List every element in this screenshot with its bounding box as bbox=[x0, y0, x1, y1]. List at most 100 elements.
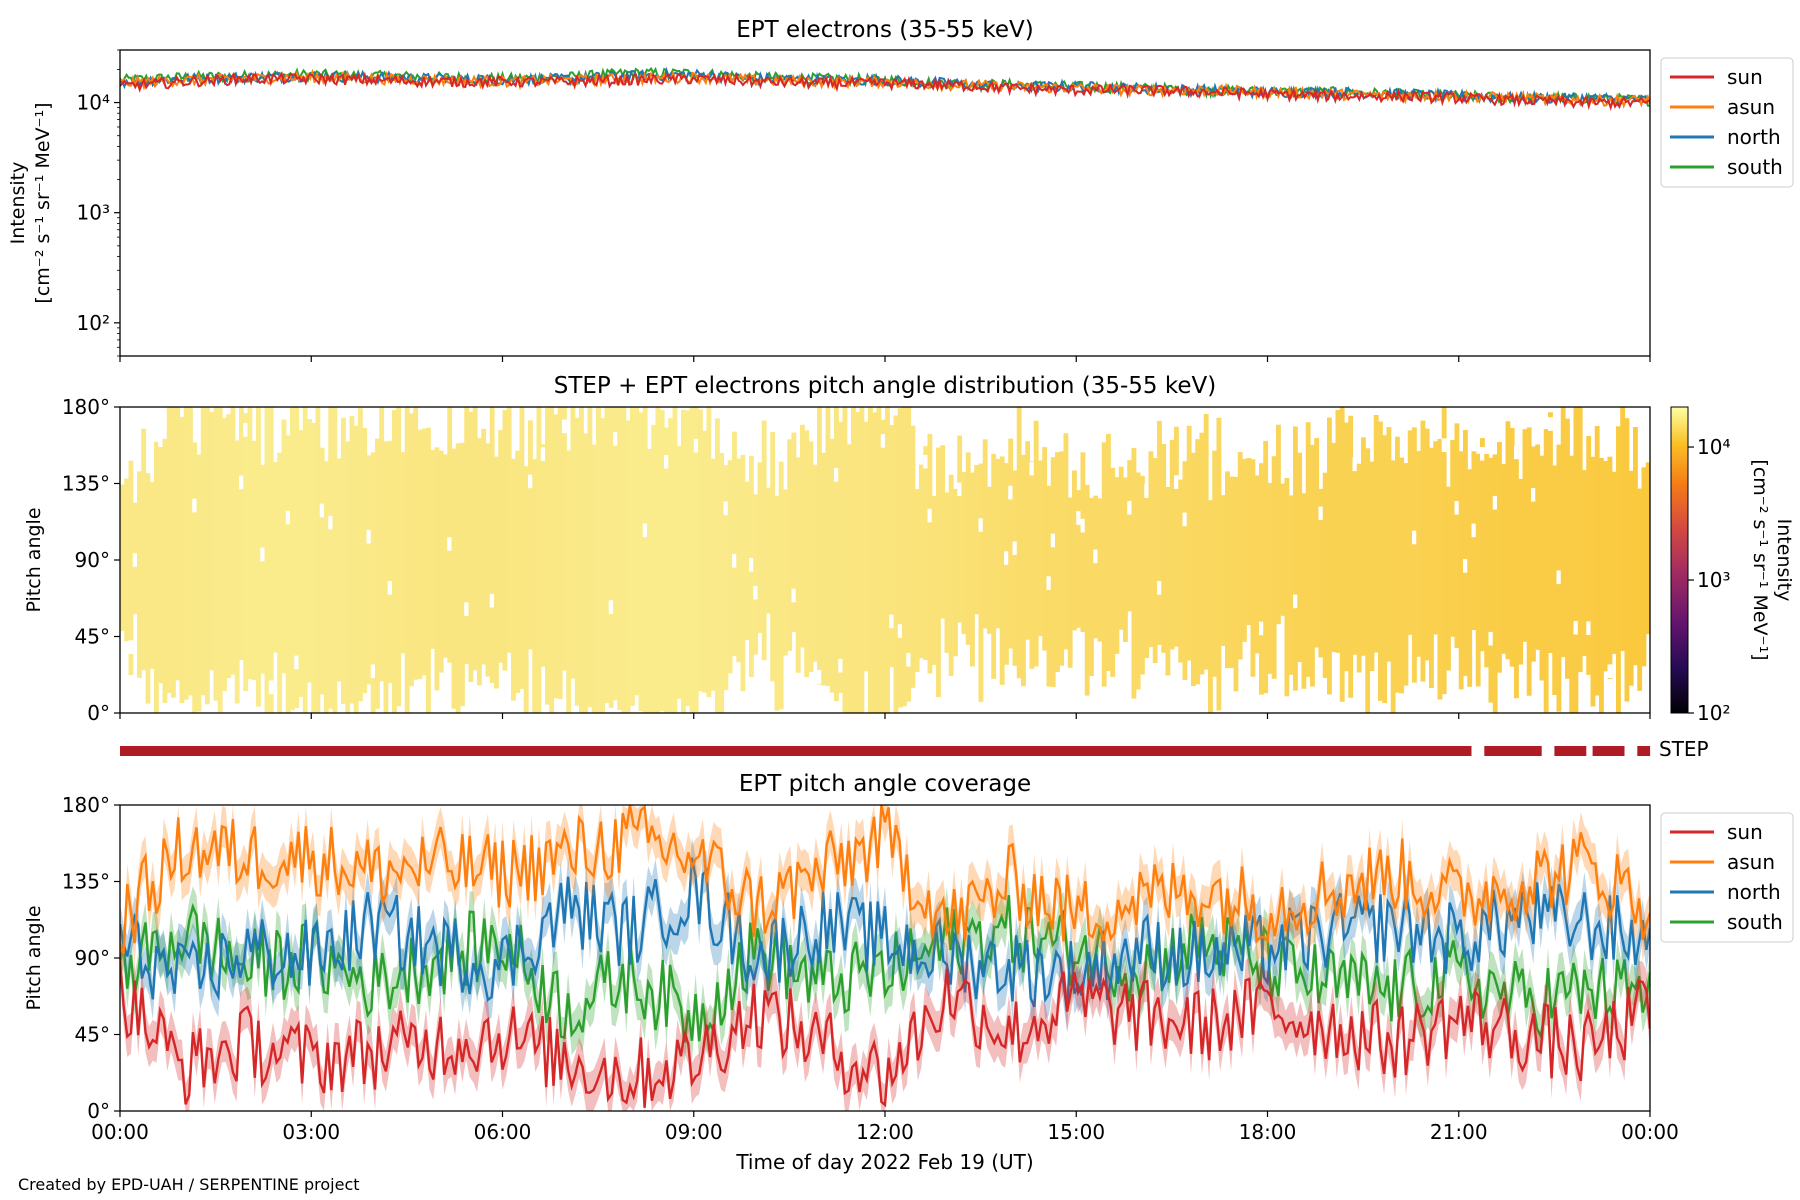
heatmap-column bbox=[761, 420, 767, 661]
heatmap-gap bbox=[260, 547, 266, 562]
heatmap-column bbox=[319, 447, 325, 695]
heatmap-column bbox=[1042, 447, 1048, 651]
heatmap-column bbox=[710, 458, 716, 691]
heatmap-column bbox=[1157, 420, 1162, 645]
heatmap-column bbox=[1390, 460, 1396, 713]
panel3-legend-box bbox=[1660, 812, 1794, 943]
step-interval bbox=[1484, 746, 1542, 756]
step-interval bbox=[1592, 746, 1625, 756]
heatmap-column bbox=[294, 407, 300, 708]
heatmap-column bbox=[1186, 425, 1192, 661]
heatmap-column bbox=[961, 472, 967, 635]
heatmap-column bbox=[1331, 442, 1337, 652]
heatmap-column bbox=[506, 407, 512, 653]
heatmap-column bbox=[205, 407, 210, 705]
heatmap-column bbox=[1463, 429, 1468, 676]
heatmap-column bbox=[256, 407, 261, 707]
heatmap-gap bbox=[1012, 541, 1018, 555]
heatmap-gap bbox=[791, 588, 797, 603]
panel1-y-axis: 10² 10³ 10⁴ bbox=[77, 49, 120, 357]
heatmap-column bbox=[1080, 452, 1086, 632]
heatmap-column bbox=[540, 444, 546, 667]
heatmap-column bbox=[1407, 430, 1413, 635]
heatmap-column bbox=[468, 411, 474, 682]
heatmap-column bbox=[999, 456, 1005, 685]
heatmap-column bbox=[596, 407, 601, 713]
heatmap-column bbox=[766, 487, 771, 614]
heatmap-column bbox=[230, 407, 236, 675]
heatmap-gap bbox=[1259, 621, 1264, 636]
heatmap-gap bbox=[817, 670, 822, 684]
legend1-north-label: north bbox=[1727, 125, 1781, 149]
heatmap-column bbox=[243, 413, 249, 691]
heatmap-gap bbox=[664, 455, 669, 469]
heatmap-column bbox=[1429, 447, 1434, 688]
heatmap-column bbox=[1373, 415, 1379, 653]
heatmap-column bbox=[1327, 417, 1332, 695]
heatmap-column bbox=[672, 407, 678, 713]
heatmap-column bbox=[1212, 450, 1218, 677]
heatmap-column bbox=[604, 407, 610, 704]
heatmap-column bbox=[723, 465, 729, 691]
heatmap-column bbox=[1361, 437, 1366, 656]
heatmap-column bbox=[124, 478, 130, 642]
credit-text: Created by EPD-UAH / SERPENTINE project bbox=[18, 1175, 360, 1194]
heatmap-column bbox=[1025, 441, 1031, 640]
heatmap-column bbox=[1106, 433, 1111, 671]
heatmap-gap bbox=[723, 501, 729, 516]
heatmap-column bbox=[800, 424, 805, 648]
heatmap-column bbox=[158, 440, 164, 684]
heatmap-column bbox=[519, 407, 525, 689]
panel3-plot-area bbox=[120, 805, 1650, 1111]
heatmap-column bbox=[502, 410, 508, 671]
heatmap-column bbox=[1535, 444, 1541, 650]
heatmap-column bbox=[931, 496, 937, 665]
heatmap-column bbox=[1072, 470, 1077, 631]
heatmap-column bbox=[732, 431, 737, 656]
heatmap-gap bbox=[1531, 488, 1536, 502]
colorbar bbox=[1670, 406, 1689, 714]
heatmap-gap bbox=[1080, 518, 1086, 533]
heatmap-column bbox=[370, 452, 376, 713]
heatmap-gap bbox=[370, 664, 376, 679]
heatmap-column bbox=[1050, 457, 1056, 687]
heatmap-column bbox=[1437, 438, 1443, 700]
heatmap-column bbox=[311, 422, 317, 713]
heatmap-gap bbox=[1046, 576, 1052, 590]
heatmap-gap bbox=[1093, 549, 1099, 564]
heatmap-column bbox=[651, 424, 657, 713]
heatmap-column bbox=[1514, 445, 1519, 699]
heatmap-column bbox=[145, 473, 151, 704]
heatmap-column bbox=[940, 445, 946, 619]
heatmap-column bbox=[570, 407, 576, 679]
heatmap-column bbox=[1433, 441, 1439, 635]
heatmap-column bbox=[426, 427, 431, 713]
heatmap-column bbox=[1458, 451, 1464, 690]
heatmap-column bbox=[715, 418, 720, 713]
heatmap-column bbox=[1518, 478, 1524, 665]
heatmap-column bbox=[910, 425, 916, 688]
panel3-title: EPT pitch angle coverage bbox=[739, 771, 1031, 797]
heatmap-column bbox=[196, 454, 202, 712]
heatmap-column bbox=[277, 452, 283, 713]
heatmap-column bbox=[1637, 488, 1643, 691]
heatmap-gap bbox=[1441, 438, 1447, 452]
heatmap-column bbox=[562, 407, 567, 671]
heatmap-column bbox=[757, 462, 763, 633]
step-label: STEP bbox=[1659, 737, 1709, 761]
x-tick-label: 00:00 bbox=[91, 1120, 149, 1144]
heatmap-column bbox=[460, 442, 465, 707]
heatmap-column bbox=[812, 464, 818, 662]
heatmap-column bbox=[1386, 427, 1392, 662]
heatmap-column bbox=[923, 446, 929, 660]
heatmap-column bbox=[392, 410, 397, 713]
heatmap-gap bbox=[906, 653, 912, 667]
heatmap-column bbox=[1633, 427, 1638, 666]
heatmap-column bbox=[1195, 439, 1201, 685]
heatmap-gap bbox=[239, 475, 244, 490]
y-tick-label: 10³ bbox=[77, 201, 110, 225]
heatmap-column bbox=[1220, 495, 1226, 646]
heatmap-column bbox=[774, 495, 780, 711]
heatmap-column bbox=[545, 408, 550, 705]
heatmap-column bbox=[1093, 495, 1099, 639]
